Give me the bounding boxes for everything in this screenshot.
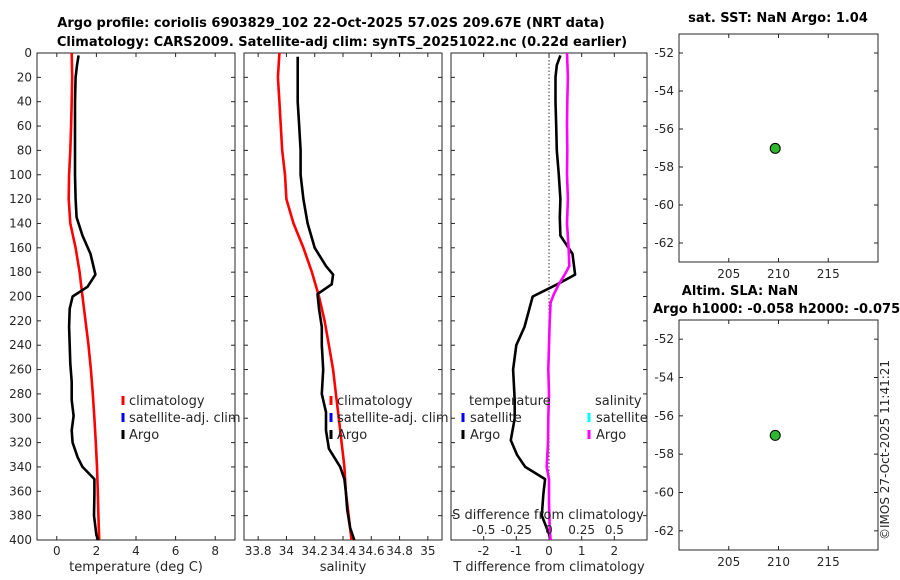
argo-position-marker	[769, 142, 781, 154]
x-tick-label: -1	[510, 544, 522, 558]
legend-label: satellite-adj. clim	[129, 411, 241, 426]
y-tick-label: 220	[9, 314, 32, 328]
y-tick-label: -56	[654, 122, 674, 136]
y-tick-label: 0	[24, 46, 32, 60]
y-tick-label: 280	[9, 387, 32, 401]
x-axis-label: T difference from climatology	[452, 560, 645, 575]
series-line-argo	[296, 56, 356, 541]
y-tick-label: 240	[9, 338, 32, 352]
x-tick-label: 210	[767, 267, 790, 281]
top-x-tick-label: 0	[545, 523, 553, 537]
x-tick-label: 215	[817, 555, 840, 569]
sst-map-title: sat. SST: NaN Argo: 1.04	[688, 11, 868, 26]
y-tick-label: 200	[9, 290, 32, 304]
x-tick-label: 205	[717, 555, 740, 569]
y-tick-label: -54	[654, 84, 674, 98]
temperature-panel: 0204060801001201401601802002202402602803…	[9, 46, 241, 575]
legend-label-temperature: satellite	[470, 411, 522, 426]
y-tick-label: -54	[654, 371, 674, 385]
sla-map-title-line1: Altim. SLA: NaN	[682, 284, 798, 299]
x-tick-label: 1	[578, 544, 586, 558]
x-tick-label: 215	[817, 267, 840, 281]
y-tick-label: 40	[17, 95, 32, 109]
y-tick-label: 140	[9, 216, 32, 230]
series-line-climatology	[67, 52, 101, 541]
legend-label-temperature: Argo	[470, 428, 500, 443]
y-tick-label: -52	[654, 46, 674, 60]
y-tick-label: 380	[9, 509, 32, 523]
x-tick-label: 2	[611, 544, 619, 558]
y-tick-label: 320	[9, 436, 32, 450]
p-sal-frame	[243, 52, 443, 541]
x-tick-label: 0	[545, 544, 553, 558]
series-line-t-diff-argo	[509, 54, 577, 541]
y-tick-label: -60	[654, 486, 674, 500]
top-x-tick-label: 0.25	[568, 523, 595, 537]
y-tick-label: 260	[9, 363, 32, 377]
legend-label: climatology	[337, 394, 413, 409]
legend-label-salinity: satellite	[596, 411, 648, 426]
legend-label: Argo	[337, 428, 367, 443]
x-tick-label: -2	[478, 544, 490, 558]
salinity-panel: 33.8 34 34.2 34.4 34.6 34.8 35 salinity climatol…	[243, 52, 449, 575]
y-tick-label: -56	[654, 409, 674, 423]
series-line-argo	[67, 55, 100, 541]
sla-map-title-line2: Argo h1000: -0.058 h2000: -0.075	[653, 302, 900, 317]
legend-title-salinity: salinity	[595, 394, 642, 409]
x-axis-label: temperature (deg C)	[69, 560, 203, 575]
y-tick-label: 360	[9, 484, 32, 498]
x-tick-label: 34	[279, 544, 294, 558]
x-axis-label: salinity	[320, 560, 367, 575]
top-x-tick-label: -0.25	[501, 523, 532, 537]
y-tick-label: -62	[654, 236, 674, 250]
top-x-axis-label: S difference from climatology	[452, 508, 644, 523]
y-tick-label: 60	[17, 119, 32, 133]
x-tick-label: 210	[767, 555, 790, 569]
main-title-line2: Climatology: CARS2009. Satellite-adj cli…	[57, 35, 627, 50]
legend-label: climatology	[129, 394, 205, 409]
sla-map-panel: -62 -60 -58 -56 -54 -52 205 210 215	[654, 319, 879, 569]
x-tick-label: 33.8	[245, 544, 272, 558]
y-tick-label: 400	[9, 533, 32, 547]
y-tick-label: -58	[654, 447, 674, 461]
x-tick-label: 34.4	[330, 544, 357, 558]
legend-label: satellite-adj. clim	[337, 411, 449, 426]
sst-map-panel: -62 -60 -58 -56 -54 -52 205 210 215	[654, 33, 879, 281]
y-tick-label: -62	[654, 524, 674, 538]
x-tick-label: 34.6	[358, 544, 385, 558]
x-tick-label: 0	[53, 544, 61, 558]
main-title-line1: Argo profile: coriolis 6903829_102 22-Oc…	[57, 16, 604, 31]
y-tick-label: 80	[17, 143, 32, 157]
difference-panel: -2 -1 0 1 2 T difference from climatology temp…	[450, 52, 648, 575]
y-tick-label: -52	[654, 332, 674, 346]
legend-title-temperature: temperature	[469, 394, 551, 409]
y-tick-label: -58	[654, 160, 674, 174]
y-tick-label: 120	[9, 192, 32, 206]
y-tick-label: 300	[9, 411, 32, 425]
y-tick-label: 20	[17, 70, 32, 84]
series-line-s-diff-argo	[545, 52, 571, 541]
y-tick-label: 340	[9, 460, 32, 474]
y-tick-label: -60	[654, 198, 674, 212]
x-tick-label: 34.2	[301, 544, 328, 558]
timestamp: ©IMOS 27-Oct-2025 11:41:21	[878, 360, 892, 540]
x-tick-label: 8	[211, 544, 219, 558]
x-tick-label: 34.8	[386, 544, 413, 558]
p-temp-frame	[36, 52, 236, 541]
legend-label: Argo	[129, 428, 159, 443]
legend-label-salinity: Argo	[596, 428, 626, 443]
top-x-tick-label: 0.5	[605, 523, 624, 537]
x-tick-label: 2	[93, 544, 101, 558]
y-tick-label: 100	[9, 168, 32, 182]
argo-position-marker	[769, 429, 781, 441]
x-tick-label: 4	[132, 544, 140, 558]
top-x-tick-label: -0.5	[472, 523, 495, 537]
x-tick-label: 205	[717, 267, 740, 281]
y-tick-label: 180	[9, 265, 32, 279]
y-tick-label: 160	[9, 241, 32, 255]
x-tick-label: 6	[172, 544, 180, 558]
x-tick-label: 35	[420, 544, 435, 558]
